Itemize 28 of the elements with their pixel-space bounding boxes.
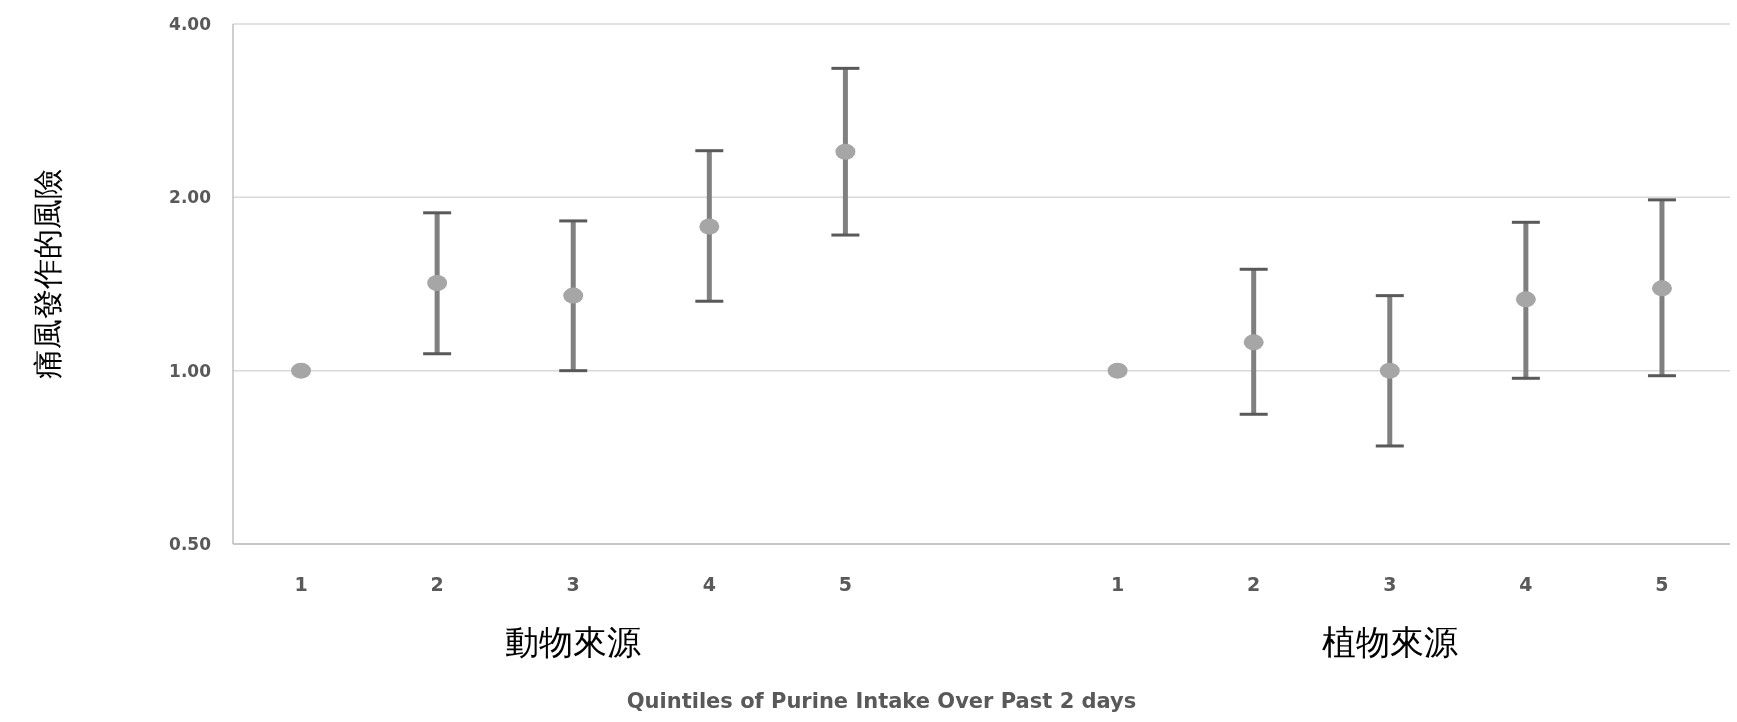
- x-axis-title: Quintiles of Purine Intake Over Past 2 days: [626, 689, 1137, 713]
- text: 植物來源: [1321, 623, 1458, 661]
- text: 動物來源: [505, 623, 642, 661]
- point: [1243, 334, 1264, 351]
- x-tick-label: 1: [1110, 573, 1125, 595]
- point: [1379, 362, 1400, 379]
- x-tick-label: 5: [838, 573, 853, 595]
- x-tick-label: 4: [1519, 573, 1533, 595]
- point: [1515, 291, 1536, 308]
- point: [1107, 362, 1128, 379]
- point: [563, 287, 584, 304]
- x-tick-label: 4: [702, 573, 716, 595]
- x-tick-label: 2: [430, 573, 444, 595]
- x-tick-label: 1: [294, 573, 308, 595]
- point: [835, 143, 856, 160]
- y-tick-label: 2.00: [169, 187, 212, 208]
- y-tick-label: 4.00: [169, 14, 212, 34]
- y-tick-label: 1.00: [169, 360, 212, 381]
- point: [1651, 280, 1672, 297]
- x-tick-label: 5: [1655, 573, 1669, 595]
- point: [427, 274, 448, 291]
- point: [291, 362, 312, 379]
- x-tick-label: 3: [1383, 573, 1397, 595]
- point: [699, 218, 720, 235]
- y-tick-label: 0.50: [169, 534, 212, 554]
- x-tick-label: 2: [1247, 573, 1261, 595]
- y-axis-title: 痛風發作的風險: [31, 169, 64, 379]
- x-tick-label: 3: [566, 573, 580, 595]
